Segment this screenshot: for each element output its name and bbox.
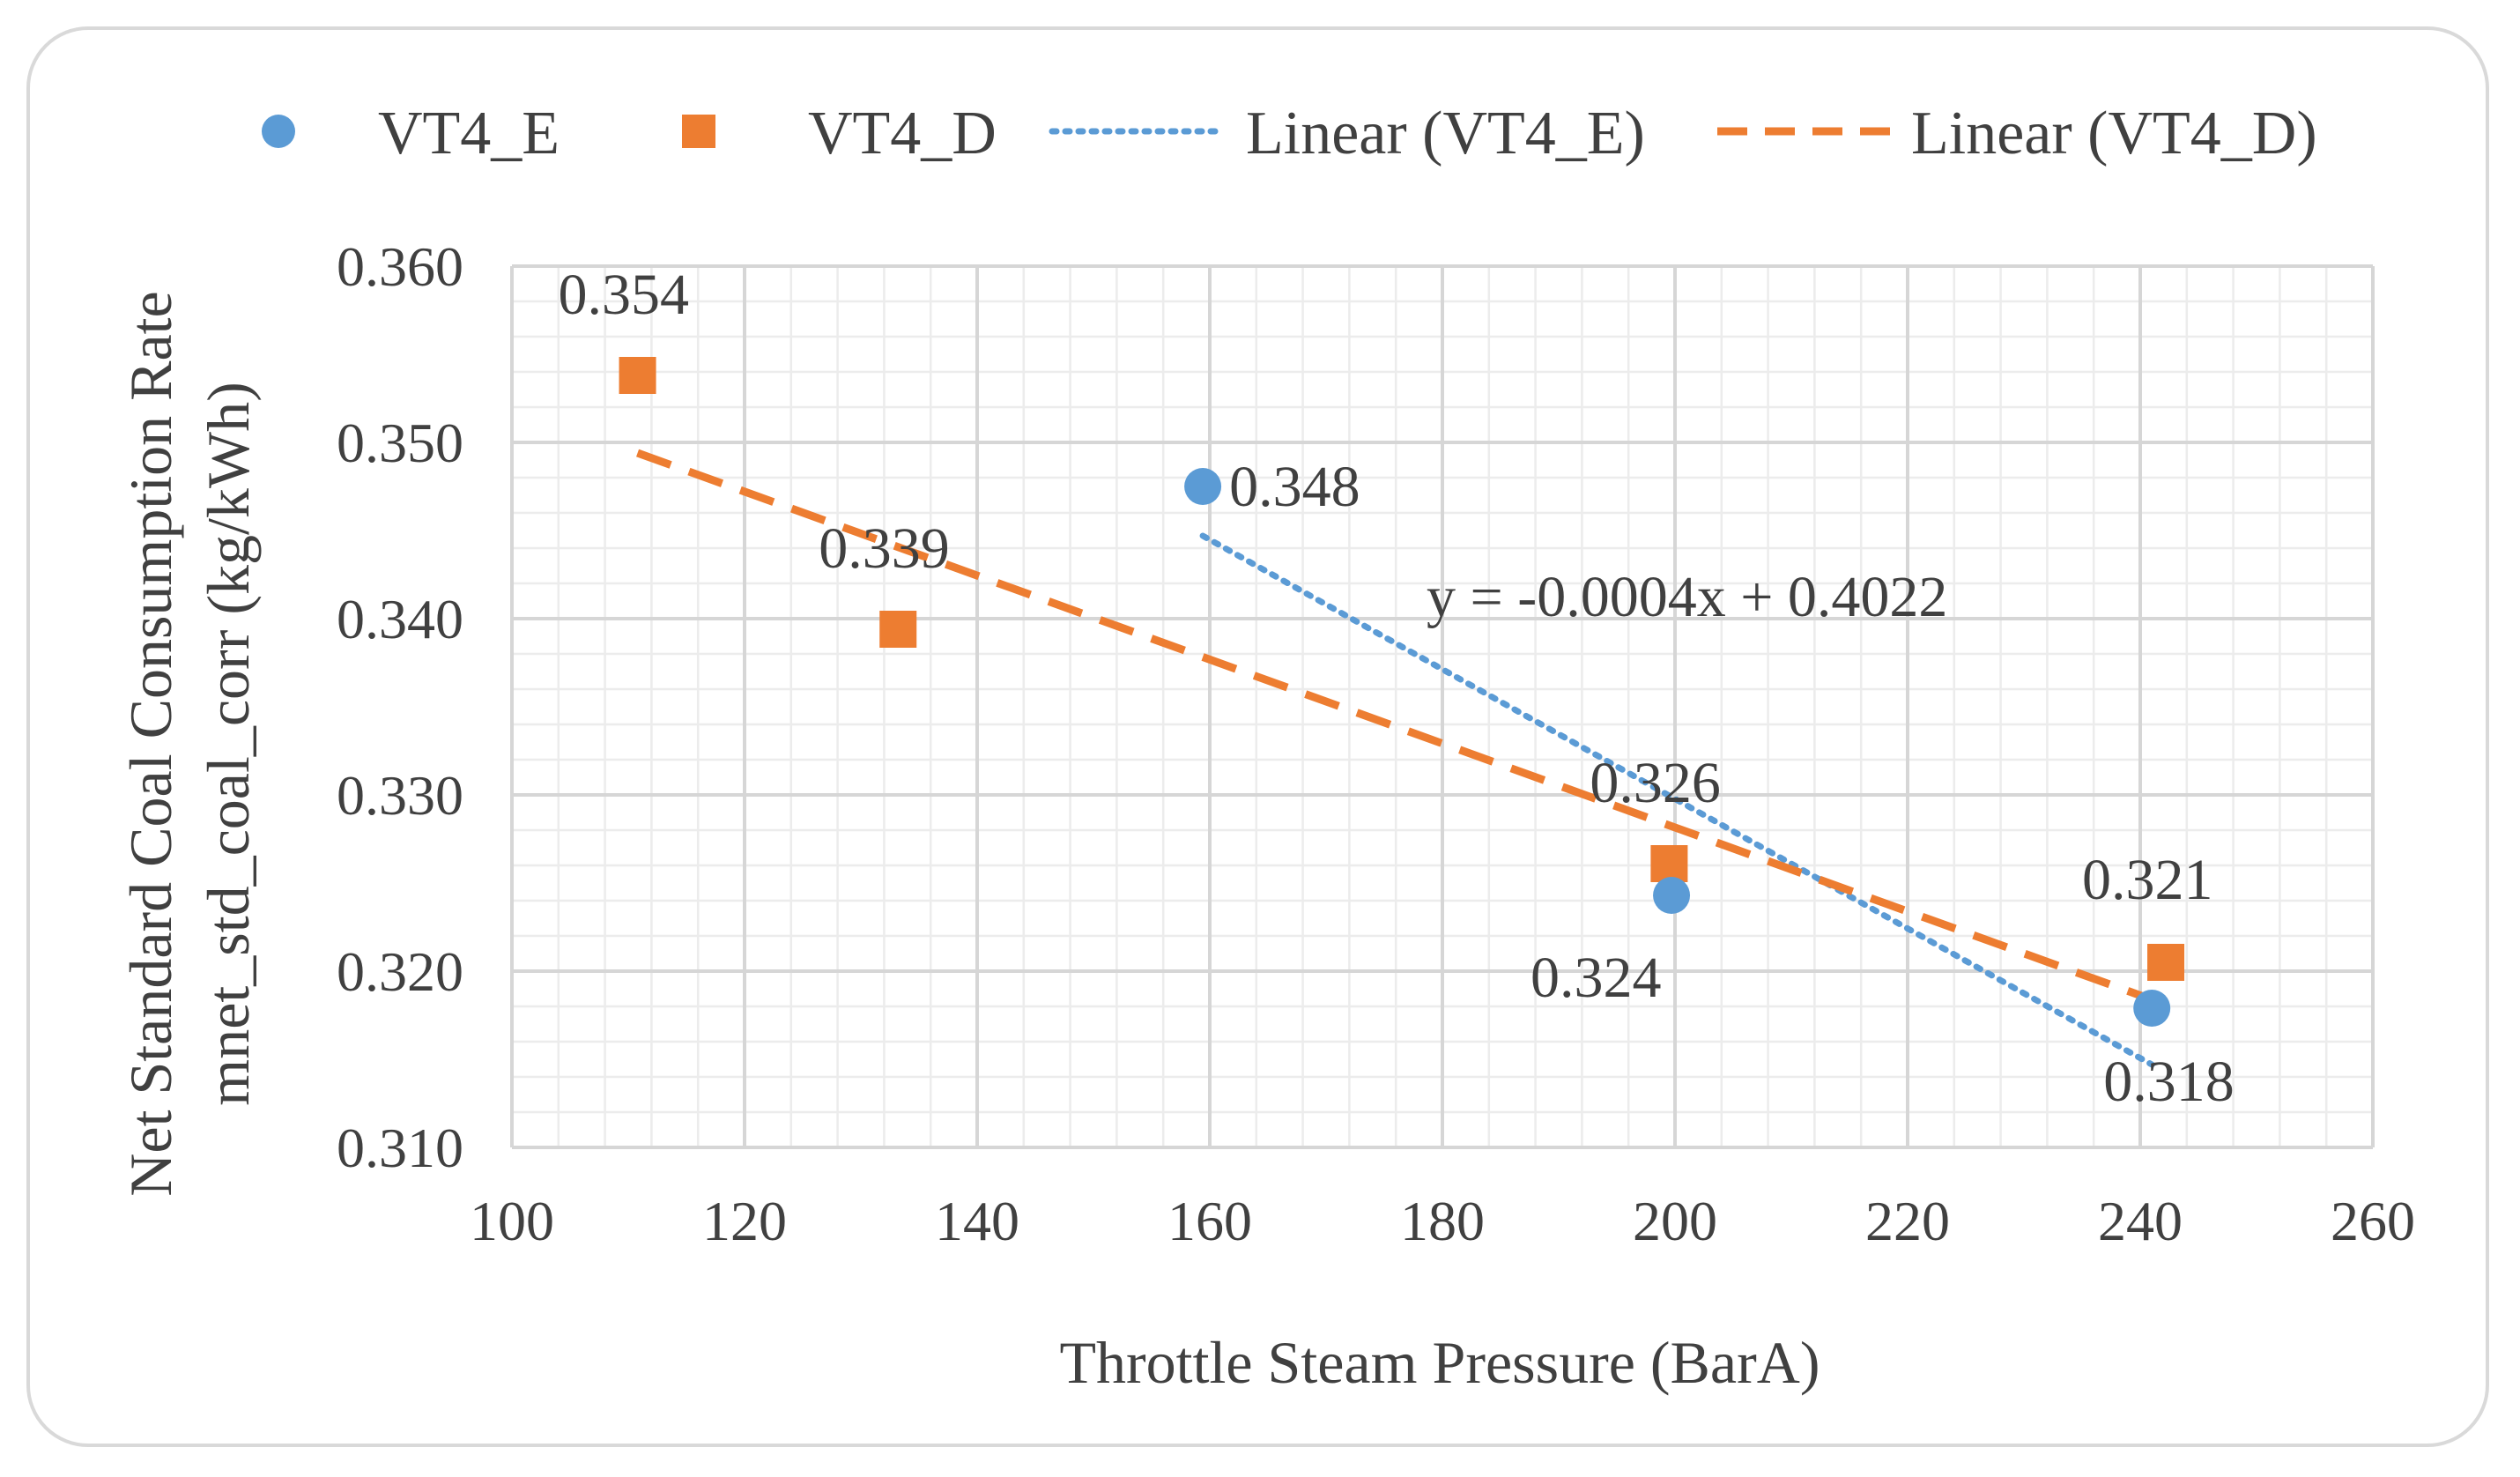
y-tick-label: 0.340 [337,588,463,650]
trendline-equation: y = -0.0004x + 0.4022 [1427,565,1947,629]
y-axis-title-line-2: mnet_std_coal_corr (kg/kWh) [195,382,262,1105]
x-tick-label: 180 [1400,1190,1485,1252]
legend-label-linear-vt4-d: Linear (VT4_D) [1911,100,2317,167]
legend-label-linear-vt4-e: Linear (VT4_E) [1246,100,1645,167]
y-axis-title: Net Standard Coal Consumption Rate mnet_… [117,291,262,1196]
data-point-vt4-d [1650,845,1688,882]
y-axis-title-line-1: Net Standard Coal Consumption Rate [117,291,184,1196]
y-tick-label: 0.360 [337,235,463,298]
x-tick-label: 240 [2098,1190,2183,1252]
y-tick-label: 0.330 [337,764,463,827]
trendline-vt4-e [1199,532,2155,1068]
x-tick-label: 100 [470,1190,554,1252]
x-tick-label: 260 [2331,1190,2415,1252]
data-point-vt4-e [2133,990,2171,1027]
data-labels: 0.348 0.324 0.318 0.354 0.339 0.326 0.321 [559,263,2235,1114]
chart-frame: 100 120 140 160 180 200 220 240 260 0.310 0.320 0.3… [26,26,2489,1447]
data-label-vt4-e: 0.318 [2103,1050,2235,1114]
tick-labels: 100 120 140 160 180 200 220 240 260 0.310 0.320 0.3… [337,235,2415,1252]
data-label-vt4-d: 0.339 [819,516,950,581]
x-tick-label: 220 [1865,1190,1950,1252]
data-label-vt4-e: 0.324 [1531,946,1662,1010]
data-point-vt4-d [2147,944,2185,981]
grid [510,264,2375,1149]
data-label-vt4-d: 0.354 [559,263,690,327]
y-tick-label: 0.320 [337,940,463,1003]
chart-svg: 100 120 140 160 180 200 220 240 260 0.310 0.320 0.3… [117,100,2415,1396]
x-axis-title: Throttle Steam Pressure (BarA) [1060,1329,1820,1396]
legend-label-vt4-d: VT4_D [808,100,997,167]
data-point-vt4-e [1653,877,1691,914]
data-label-vt4-d: 0.326 [1590,751,1721,815]
x-tick-label: 200 [1633,1190,1717,1252]
trendlines [636,449,2168,1068]
data-markers [619,357,2185,1027]
data-point-vt4-d [619,357,656,394]
legend-marker-vt4-d [682,115,715,148]
data-label-vt4-d: 0.321 [2082,848,2213,912]
legend-label-vt4-e: VT4_E [378,100,560,167]
x-tick-label: 140 [935,1190,1019,1252]
x-tick-label: 160 [1167,1190,1252,1252]
legend: VT4_E VT4_D Linear (VT4_E) Linear (VT4_D… [262,100,2317,167]
data-point-vt4-e [1184,468,1222,505]
data-point-vt4-d [879,611,917,648]
legend-marker-vt4-e [262,115,295,148]
y-tick-label: 0.310 [337,1117,463,1179]
x-tick-label: 120 [702,1190,787,1252]
data-label-vt4-e: 0.348 [1229,455,1360,519]
y-tick-label: 0.350 [337,412,463,474]
